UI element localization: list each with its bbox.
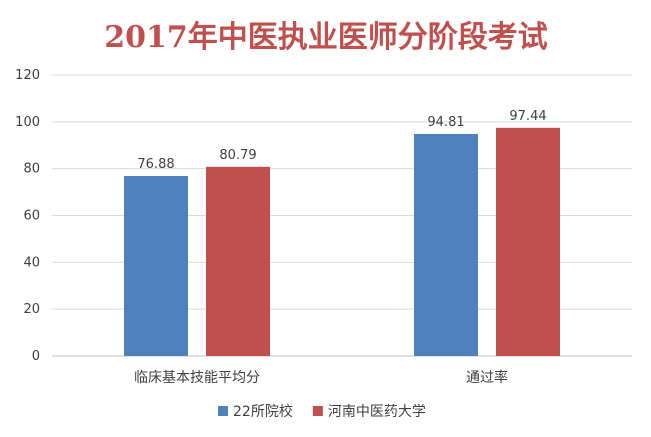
x-tick-label: 临床基本技能平均分 [134,369,260,386]
x-tick-label: 通过率 [466,369,508,386]
legend-swatch [312,406,323,416]
y-tick-label: 80 [23,162,40,177]
legend: 22所院校 河南中医药大学 [218,403,426,420]
bar [124,175,188,356]
data-label: 94.81 [427,115,464,130]
bar [414,133,478,356]
legend-label: 22所院校 [233,403,293,420]
legend-label: 河南中医药大学 [328,404,426,420]
y-tick-label: 40 [23,255,40,270]
data-labels: 76.88 80.79 94.81 97.44 [137,109,546,172]
y-tick-label: 120 [15,68,40,83]
y-axis: 0 20 40 60 80 100 120 [15,68,40,364]
data-label: 76.88 [137,157,174,172]
y-tick-label: 60 [23,209,40,224]
legend-swatch [218,406,228,416]
y-tick-label: 100 [15,115,40,130]
bar [496,127,560,356]
data-label: 97.44 [509,109,546,124]
y-tick-label: 20 [23,302,40,317]
bars [124,127,560,356]
chart-title: 2017年中医执业医师分阶段考试 [104,20,548,55]
y-tick-label: 0 [32,349,40,364]
bar [206,166,270,356]
x-axis: 临床基本技能平均分 通过率 [134,369,508,386]
data-label: 80.79 [219,148,256,163]
